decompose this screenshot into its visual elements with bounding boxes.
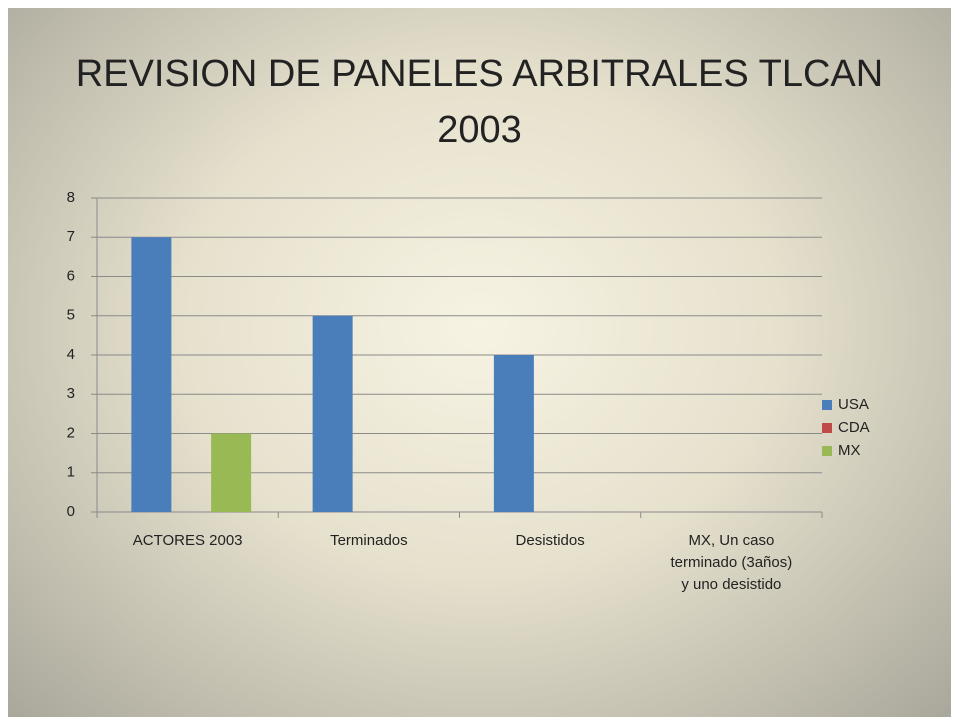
slide: REVISION DE PANELES ARBITRALES TLCAN 200… bbox=[8, 8, 951, 717]
bar bbox=[211, 433, 252, 512]
y-tick-label: 8 bbox=[67, 189, 75, 206]
x-tick-label: Desistidos bbox=[515, 532, 585, 549]
y-tick-label: 0 bbox=[67, 503, 75, 520]
chart: 0 1 2 3 4 5 6 7 8 USA CDA MX bbox=[67, 189, 870, 520]
y-tick-label: 5 bbox=[67, 307, 75, 324]
x-tick-label: MX, Un caso terminado (3años) y uno desi… bbox=[670, 532, 793, 593]
bar bbox=[312, 315, 353, 512]
y-tick-label: 1 bbox=[67, 464, 75, 481]
legend-swatch bbox=[822, 400, 832, 410]
bar bbox=[493, 355, 534, 512]
legend-label: MX bbox=[838, 442, 861, 459]
legend-label: CDA bbox=[838, 419, 870, 436]
legend-label: USA bbox=[838, 396, 869, 413]
legend-swatch bbox=[822, 423, 832, 433]
y-tick-label: 7 bbox=[67, 228, 75, 245]
y-tick-label: 2 bbox=[67, 424, 75, 441]
bar bbox=[131, 237, 172, 512]
legend-swatch bbox=[822, 446, 832, 456]
y-tick-label: 3 bbox=[67, 385, 75, 402]
x-tick-label: Terminados bbox=[330, 532, 408, 549]
chart-title: REVISION DE PANELES ARBITRALES TLCAN 200… bbox=[75, 53, 884, 151]
y-tick-label: 4 bbox=[67, 346, 75, 363]
x-tick-label: ACTORES 2003 bbox=[132, 532, 243, 549]
y-tick-label: 6 bbox=[67, 267, 75, 284]
